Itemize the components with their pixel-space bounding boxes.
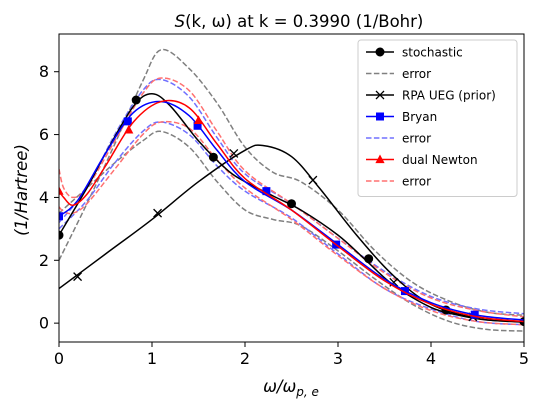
data-point: [123, 117, 132, 126]
legend-label: error: [402, 132, 431, 146]
x-tick-label: 1: [147, 349, 157, 368]
x-axis-label: ω/ωp, e: [263, 377, 319, 399]
y-tick-label: 6: [39, 125, 49, 144]
data-point: [59, 186, 64, 195]
data-point: [208, 152, 218, 162]
y-tick-label: 0: [39, 314, 49, 333]
x-tick-label: 4: [426, 349, 436, 368]
legend-entry-error-1: error: [366, 67, 431, 81]
axes: 0 1 2 3 4 5 0 2 4 6 8: [39, 33, 529, 368]
x-tick-label: 0: [54, 349, 64, 368]
data-point: [229, 148, 239, 158]
legend-entry-bryan-3: Bryan: [366, 110, 437, 124]
data-point: [470, 310, 479, 319]
series-band-9: [59, 120, 524, 326]
series-line: [59, 48, 524, 317]
data-point: [193, 115, 204, 125]
legend-marker: [376, 112, 384, 121]
legend-entry-stochastic-0: stochastic: [366, 46, 463, 60]
series-line: [59, 99, 524, 323]
series-line: [59, 120, 524, 326]
legend-marker: [375, 154, 385, 164]
legend-label: dual Newton: [402, 153, 478, 167]
series-error-8: [59, 77, 524, 318]
x-tick-label: 5: [519, 349, 529, 368]
data-point: [193, 121, 202, 130]
y-tick-label: 2: [39, 251, 49, 270]
data-point: [131, 95, 141, 105]
series-band-6: [59, 121, 524, 326]
legend: stochastic error RPA UEG (prior) Bryan error…: [357, 39, 518, 197]
y-axis-label: (1/Hartree): [12, 144, 31, 236]
data-point: [73, 272, 83, 282]
data-point: [262, 187, 271, 196]
legend-label: stochastic: [402, 46, 463, 60]
series-line: [59, 130, 524, 332]
legend-marker: [375, 47, 385, 57]
plot-area: [59, 48, 524, 332]
series-dual-newton-7: [59, 99, 524, 323]
data-point: [400, 287, 409, 296]
series-line: [59, 100, 524, 321]
x-tick-label: 3: [333, 349, 343, 368]
data-point: [59, 230, 64, 240]
legend-entry-rpa-ueg-prior-2: RPA UEG (prior): [366, 89, 496, 103]
data-point: [308, 175, 318, 185]
x-tick-label: 2: [240, 349, 250, 368]
data-point: [153, 208, 163, 218]
axes-frame: [58, 33, 525, 343]
legend-label: RPA UEG (prior): [402, 89, 496, 103]
y-tick-label: 8: [39, 62, 49, 81]
y-tick-label: 4: [39, 188, 49, 207]
data-point: [287, 199, 296, 209]
series-band-2: [59, 130, 524, 332]
legend-box: [357, 39, 518, 197]
data-point: [59, 212, 63, 221]
legend-label: error: [402, 67, 431, 81]
legend-marker: [375, 90, 385, 100]
legend-label: Bryan: [402, 110, 437, 124]
chart-title: S(k, ω) at k = 0.3990 (1/Bohr): [175, 12, 424, 31]
legend-entry-error-4: error: [366, 132, 431, 146]
legend-entry-error-6: error: [366, 175, 431, 189]
series-line: [59, 77, 524, 318]
data-point: [364, 254, 374, 264]
legend-entry-dual-newton-5: dual Newton: [366, 153, 478, 167]
series-error-1: [59, 48, 524, 317]
legend-label: error: [402, 175, 431, 189]
data-point: [124, 124, 134, 134]
series-line: [59, 121, 524, 326]
